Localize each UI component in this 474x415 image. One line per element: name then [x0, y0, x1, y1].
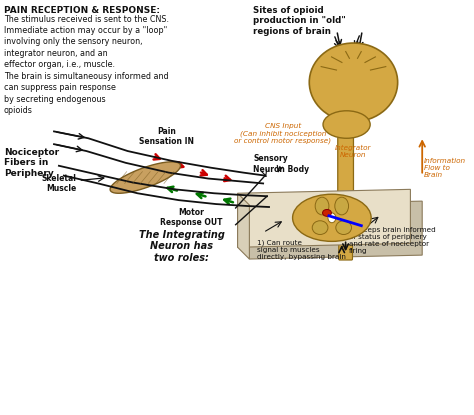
Ellipse shape [315, 197, 329, 215]
Polygon shape [110, 162, 181, 193]
Text: Integrator
Neuron: Integrator Neuron [335, 145, 372, 158]
Text: Pain
Sensation IN: Pain Sensation IN [139, 127, 194, 146]
Polygon shape [237, 189, 410, 247]
Ellipse shape [335, 197, 348, 215]
Text: Motor
Response OUT: Motor Response OUT [160, 208, 223, 227]
Ellipse shape [328, 213, 336, 223]
Ellipse shape [336, 221, 352, 234]
Ellipse shape [323, 111, 370, 138]
Polygon shape [237, 193, 249, 259]
Text: The stimulus received is sent to the CNS.
Immediate action may occur by a "loop": The stimulus received is sent to the CNS… [4, 15, 169, 115]
Text: CNS Input
(Can inhibit nociception
or control motor response): CNS Input (Can inhibit nociception or co… [234, 123, 331, 144]
Text: Sites of opioid
production in "old"
regions of brain: Sites of opioid production in "old" regi… [253, 6, 346, 36]
Text: Skeletal
Muscle: Skeletal Muscle [42, 174, 77, 193]
FancyBboxPatch shape [338, 137, 354, 194]
Ellipse shape [292, 194, 371, 242]
Text: 1) Can route
signal to muscles
directly, bypassing brain: 1) Can route signal to muscles directly,… [257, 239, 346, 260]
Text: Sensory
Neuron Body: Sensory Neuron Body [253, 154, 310, 173]
Text: The Integrating
Neuron has
two roles:: The Integrating Neuron has two roles: [139, 229, 225, 263]
Text: Information
Flow to
Brain: Information Flow to Brain [424, 158, 466, 178]
Ellipse shape [309, 43, 398, 122]
Polygon shape [249, 201, 422, 259]
FancyBboxPatch shape [339, 192, 353, 260]
Text: Nociceptor
Fibers in
Periphery: Nociceptor Fibers in Periphery [4, 148, 59, 178]
Text: PAIN RECEPTION & RESPONSE:: PAIN RECEPTION & RESPONSE: [4, 6, 160, 15]
Text: 2) Keeps brain informed
of status of periphery
and rate of nociceptor
firing: 2) Keeps brain informed of status of per… [348, 227, 435, 254]
Ellipse shape [322, 210, 331, 216]
Ellipse shape [312, 221, 328, 234]
